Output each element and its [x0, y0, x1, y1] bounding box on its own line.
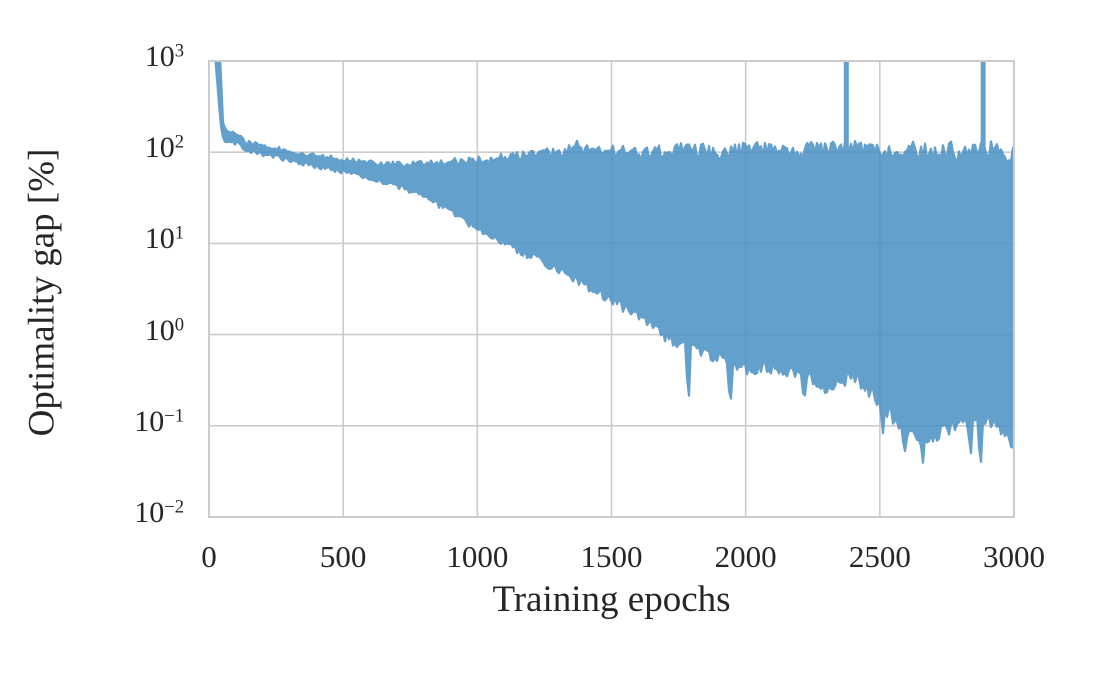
x-tick-label: 2500 [848, 539, 911, 574]
x-tick-label: 2000 [714, 539, 777, 574]
y-tick-label: 10−1 [134, 404, 184, 438]
x-tick-label: 1500 [580, 539, 643, 574]
x-tick-label: 500 [319, 539, 367, 574]
y-tick-label: 103 [144, 40, 184, 73]
axes-frame [208, 60, 1015, 518]
x-tick-label: 1000 [446, 539, 509, 574]
y-tick-label: 100 [144, 313, 184, 347]
x-tick-label: 3000 [983, 539, 1045, 574]
y-tick-label: 10−2 [134, 496, 184, 529]
y-tick-label: 102 [144, 131, 184, 165]
y-tick-label: 101 [144, 222, 184, 256]
x-axis-label: Training epochs [492, 579, 731, 620]
x-tick-label: 0 [201, 539, 217, 574]
